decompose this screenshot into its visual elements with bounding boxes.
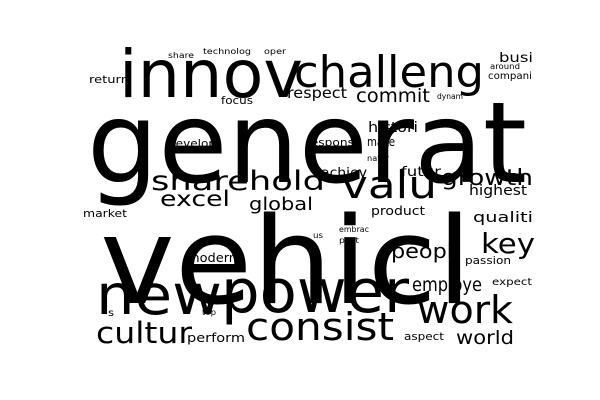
cloud-word: past: [339, 236, 359, 245]
cloud-word: qualiti: [473, 210, 533, 226]
cloud-word: product: [371, 204, 425, 218]
cloud-word: aspect: [404, 330, 445, 343]
cloud-word: cultur: [96, 316, 192, 350]
cloud-word: new: [96, 263, 222, 327]
cloud-word: global: [249, 194, 313, 215]
cloud-word: valu: [341, 163, 437, 207]
cloud-word: power: [221, 257, 409, 327]
cloud-word: world: [456, 327, 514, 349]
cloud-word: focus: [221, 94, 253, 107]
cloud-word: return: [89, 73, 129, 86]
cloud-word: embrac: [339, 225, 369, 234]
cloud-word: s: [108, 308, 114, 319]
cloud-word: consist: [246, 305, 394, 349]
cloud-word: challeng: [294, 47, 484, 98]
cloud-word: excel: [160, 187, 230, 211]
cloud-word: vehicl: [100, 193, 472, 332]
cloud-word: oper: [264, 47, 287, 56]
cloud-word: expect: [492, 277, 532, 288]
cloud-word: histori: [368, 120, 418, 136]
cloud-word: make: [367, 135, 395, 149]
cloud-word: top: [202, 308, 216, 317]
cloud-word: develop: [168, 137, 216, 150]
cloud-word: employe: [412, 274, 482, 296]
cloud-word: respons: [306, 136, 354, 149]
cloud-word: growth: [441, 166, 533, 191]
cloud-word: dynam: [437, 92, 463, 101]
cloud-word: respect: [287, 84, 347, 102]
cloud-word: key: [481, 227, 535, 260]
cloud-word: highest: [469, 183, 528, 199]
cloud-word: achiev: [321, 166, 367, 181]
cloud-word: compani: [488, 71, 532, 82]
cloud-word: work: [417, 288, 513, 332]
cloud-word: innov: [119, 36, 303, 113]
cloud-word: sharehold: [151, 166, 325, 197]
cloud-word: perform: [187, 331, 245, 345]
cloud-word: passion: [465, 254, 511, 267]
cloud-word: share: [168, 51, 194, 60]
cloud-word: modern: [187, 251, 237, 265]
cloud-word: busi: [499, 51, 533, 66]
cloud-word: commit: [356, 85, 430, 107]
cloud-word: around: [490, 62, 520, 71]
cloud-word: peopl: [391, 239, 453, 263]
cloud-word: technolog: [203, 47, 251, 56]
cloud-word: generat: [87, 79, 527, 209]
cloud-word: natur: [367, 154, 390, 163]
cloud-word: us: [313, 231, 323, 240]
cloud-word: futur: [401, 165, 442, 180]
cloud-word: market: [83, 207, 128, 220]
